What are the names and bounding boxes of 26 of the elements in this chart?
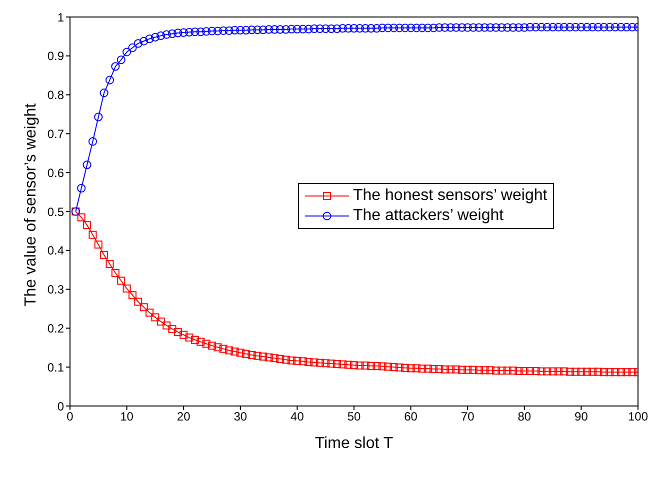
y-tick-label: 0.4 bbox=[47, 244, 64, 258]
x-tick-label: 20 bbox=[176, 410, 191, 424]
legend-label: The honest sensors’ weight bbox=[353, 186, 548, 206]
y-tick-label: 0.9 bbox=[47, 49, 64, 64]
y-tick-label: 0.2 bbox=[47, 321, 64, 336]
legend-label: The attackers’ weight bbox=[353, 206, 504, 226]
y-tick-label: 1 bbox=[57, 10, 64, 24]
x-tick-label: 80 bbox=[518, 410, 532, 424]
x-tick-label: 100 bbox=[628, 410, 648, 424]
y-tick-label: 0.5 bbox=[47, 204, 64, 219]
x-tick-label: 90 bbox=[574, 410, 588, 424]
x-tick-label: 50 bbox=[347, 410, 361, 424]
y-tick-label: 0 bbox=[57, 399, 64, 414]
y-tick-label: 0.7 bbox=[47, 126, 64, 141]
x-tick-label: 70 bbox=[460, 410, 475, 424]
y-tick-label: 0.1 bbox=[47, 360, 64, 374]
y-axis-title: The value of sensor’s weight bbox=[22, 102, 40, 306]
y-tick-label: 0.3 bbox=[47, 282, 64, 297]
x-tick-label: 40 bbox=[290, 410, 304, 424]
x-tick-label: 60 bbox=[404, 410, 418, 424]
x-tick-label: 30 bbox=[234, 410, 248, 424]
y-tick-label: 0.8 bbox=[47, 88, 64, 102]
x-tick-label: 0 bbox=[66, 410, 74, 424]
y-tick-label: 0.6 bbox=[47, 166, 64, 180]
x-tick-label: 10 bbox=[120, 410, 134, 424]
x-axis-title: Time slot T bbox=[314, 435, 394, 452]
